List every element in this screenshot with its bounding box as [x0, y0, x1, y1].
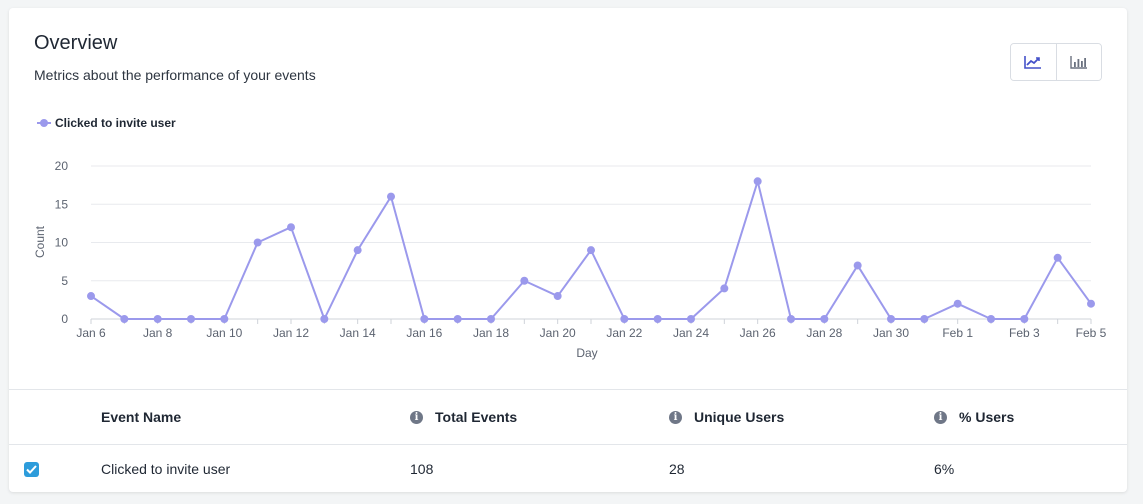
data-point[interactable] [187, 315, 195, 323]
data-point[interactable] [620, 315, 629, 323]
line-chart: 0 5 10 15 20 Jan 6 Jan 8 Jan 10 Jan 12 Jan 14 Jan … [33, 159, 1107, 360]
cell-event-name: Clicked to invite user [101, 461, 231, 477]
x-tick-label: Jan 18 [473, 326, 509, 340]
data-point[interactable] [253, 238, 262, 247]
data-point[interactable] [1020, 315, 1029, 323]
bar-chart-icon [1070, 56, 1087, 69]
chart-legend[interactable]: Clicked to invite user [37, 116, 176, 130]
data-point[interactable] [87, 292, 95, 301]
x-tick-label: Jan 8 [143, 326, 173, 340]
cell-pct-users: 6% [934, 461, 955, 477]
x-tick-label: Jan 28 [806, 326, 842, 340]
column-header-total-events[interactable]: i Total Events [410, 390, 517, 444]
data-point[interactable] [420, 315, 429, 323]
x-axis-label: Day [576, 346, 597, 360]
data-point[interactable] [720, 284, 729, 293]
y-tick-label: 10 [55, 236, 69, 250]
data-point[interactable] [787, 315, 795, 323]
data-point[interactable] [753, 177, 762, 186]
events-table: Event Name i Total Events i Unique Users… [9, 389, 1127, 492]
bar-chart-button[interactable] [1055, 44, 1101, 80]
x-tick-label: Jan 12 [273, 326, 309, 340]
x-tick-label: Jan 10 [206, 326, 242, 340]
cell-total-events: 108 [410, 461, 434, 477]
column-header-unique-users[interactable]: i Unique Users [669, 390, 784, 444]
data-point[interactable] [653, 315, 662, 323]
data-point[interactable] [220, 315, 229, 323]
column-header-pct-users[interactable]: i % Users [934, 390, 1014, 444]
x-tick-label: Jan 14 [340, 326, 376, 340]
data-point[interactable] [387, 192, 395, 201]
y-tick-label: 20 [55, 159, 69, 173]
x-tick-label: Feb 1 [942, 326, 973, 340]
x-tick-label: Jan 26 [740, 326, 776, 340]
x-tick-label: Feb 5 [1076, 326, 1107, 340]
y-axis-label: Count [33, 225, 47, 258]
x-tick-label: Jan 20 [540, 326, 576, 340]
data-point[interactable] [920, 315, 929, 323]
data-point[interactable] [1053, 253, 1062, 262]
x-tick-label: Feb 3 [1009, 326, 1040, 340]
page-subtitle: Metrics about the performance of your ev… [34, 67, 316, 83]
x-tick-label: Jan 22 [606, 326, 642, 340]
legend-marker-icon [37, 118, 51, 128]
data-point[interactable] [120, 315, 129, 323]
data-point[interactable] [820, 315, 829, 323]
data-point[interactable] [353, 246, 362, 255]
row-checkbox[interactable] [24, 461, 39, 477]
data-point[interactable] [687, 315, 695, 323]
data-point[interactable] [453, 315, 462, 323]
legend-label: Clicked to invite user [55, 116, 176, 130]
data-point[interactable] [953, 299, 962, 308]
data-point[interactable] [153, 315, 162, 323]
line-chart-button[interactable] [1011, 44, 1056, 80]
data-point[interactable] [320, 315, 329, 323]
cell-unique-users: 28 [669, 461, 685, 477]
page-title: Overview [34, 32, 118, 54]
data-point[interactable] [487, 315, 495, 323]
data-point[interactable] [553, 292, 562, 301]
x-tick-label: Jan 6 [76, 326, 106, 340]
data-point[interactable] [853, 261, 862, 270]
x-tick-label: Jan 16 [406, 326, 442, 340]
y-tick-label: 15 [55, 197, 69, 211]
line-chart-icon [1024, 56, 1042, 69]
data-point[interactable] [587, 246, 595, 255]
data-point[interactable] [287, 223, 295, 232]
info-icon[interactable]: i [669, 410, 682, 424]
info-icon[interactable]: i [410, 410, 423, 424]
y-tick-label: 0 [61, 312, 68, 326]
info-icon[interactable]: i [934, 410, 947, 424]
overview-card: Overview Metrics about the performance o… [9, 8, 1127, 492]
x-tick-label: Jan 24 [673, 326, 709, 340]
data-point[interactable] [887, 315, 895, 323]
table-row[interactable]: Clicked to invite user 108 28 6% [9, 445, 1127, 492]
data-point[interactable] [520, 276, 529, 285]
x-tick-label: Jan 30 [873, 326, 909, 340]
table-header: Event Name i Total Events i Unique Users… [9, 390, 1127, 445]
column-header-event-name[interactable]: Event Name [101, 409, 182, 425]
data-point[interactable] [987, 315, 995, 323]
checkmark-icon [26, 464, 37, 474]
chart-type-toggle [1010, 43, 1102, 81]
y-tick-label: 5 [61, 274, 68, 288]
data-point[interactable] [1087, 299, 1095, 308]
